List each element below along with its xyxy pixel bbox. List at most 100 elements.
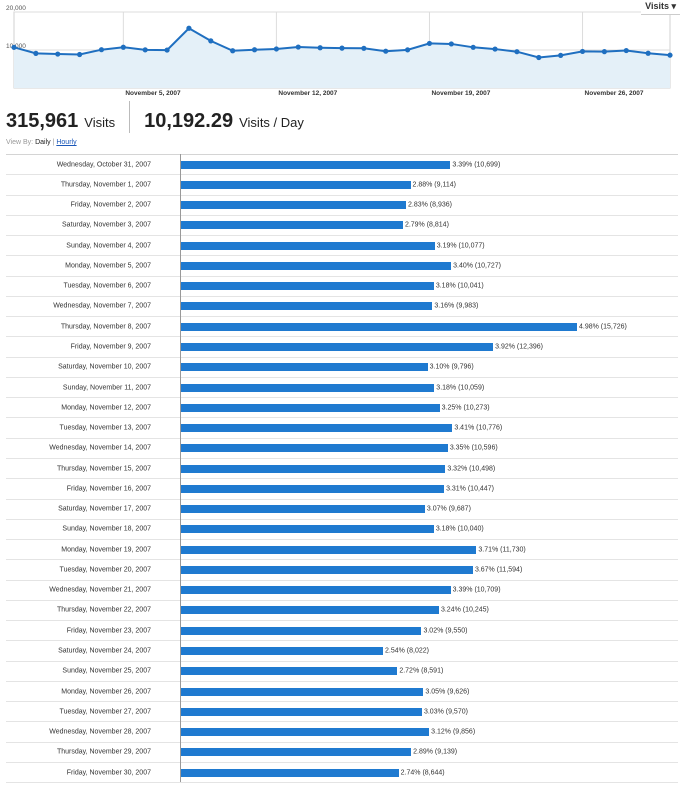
area-fill	[14, 28, 670, 88]
summary-divider	[129, 101, 131, 133]
data-point	[645, 50, 651, 56]
view-by-label: View By:	[6, 139, 34, 146]
data-point	[579, 48, 586, 55]
bar-value-label: 3.12% (9,856)	[431, 728, 476, 736]
table-row: Thursday, November 1, 2007 2.88% (9,114)	[6, 175, 678, 196]
view-by-hourly-link[interactable]: Hourly	[56, 139, 77, 146]
row-date-label: Sunday, November 25, 2007	[62, 667, 151, 675]
data-point	[361, 45, 367, 51]
data-point	[273, 46, 279, 52]
bar-value-label: 2.89% (9,139)	[413, 748, 458, 756]
data-point	[514, 49, 520, 55]
metric-dropdown[interactable]: Visits ▾	[641, 0, 680, 15]
bar-axis-line	[180, 154, 181, 782]
visits-bar	[181, 403, 440, 412]
data-point	[339, 45, 345, 51]
table-row: Wednesday, November 7, 2007 3.16% (9,983)	[6, 297, 678, 318]
bar-value-label: 3.71% (11,730)	[478, 546, 526, 554]
bar-value-label: 3.31% (10,447)	[446, 485, 494, 493]
row-date-label: Friday, November 23, 2007	[66, 627, 151, 635]
x-tick-label: November 26, 2007	[585, 90, 644, 97]
bar-value-label: 3.16% (9,983)	[434, 302, 479, 310]
row-date-label: Thursday, November 1, 2007	[60, 181, 151, 189]
x-tick-label: November 19, 2007	[431, 90, 490, 97]
visits-bar	[181, 424, 453, 433]
x-tick-label: November 5, 2007	[125, 90, 181, 97]
row-date-label: Saturday, November 10, 2007	[58, 363, 151, 371]
visits-bar	[181, 201, 407, 210]
visits-bar	[181, 302, 433, 311]
bar-value-label: 2.72% (8,591)	[399, 667, 444, 675]
bar-value-label: 3.07% (9,687)	[426, 505, 471, 513]
visits-bar	[181, 565, 473, 574]
table-row: Saturday, November 24, 2007 2.54% (8,022)	[6, 641, 678, 662]
visits-bar	[181, 343, 494, 352]
table-row: Tuesday, November 13, 2007 3.41% (10,776)	[6, 418, 678, 439]
data-point	[492, 46, 498, 52]
visits-bar	[181, 383, 435, 392]
data-point	[142, 47, 148, 53]
data-point	[558, 52, 564, 58]
visits-per-day-value: 10,192.29	[144, 110, 234, 132]
row-date-label: Tuesday, November 27, 2007	[59, 708, 151, 716]
row-date-label: Wednesday, November 21, 2007	[49, 586, 151, 594]
data-point	[33, 50, 39, 56]
data-point	[448, 41, 454, 47]
table-row: Wednesday, October 31, 2007 3.39% (10,699…	[6, 155, 678, 176]
row-date-label: Wednesday, October 31, 2007	[56, 161, 151, 169]
row-date-label: Sunday, November 18, 2007	[62, 525, 151, 533]
visits-bar	[181, 586, 451, 595]
row-date-label: Saturday, November 24, 2007	[58, 647, 151, 655]
table-row: Saturday, November 17, 2007 3.07% (9,687)	[6, 500, 678, 520]
bar-value-label: 3.39% (10,709)	[452, 586, 501, 594]
visits-per-day-block: 10,192.29 Visits / Day	[144, 110, 304, 133]
visits-bar	[181, 606, 439, 615]
data-point	[120, 44, 126, 50]
visits-bar	[181, 525, 434, 534]
y-tick-label: 20,000	[6, 5, 26, 12]
row-date-label: Saturday, November 3, 2007	[62, 221, 151, 229]
data-point	[186, 25, 192, 31]
data-point	[536, 54, 542, 61]
visits-bar	[181, 180, 411, 189]
visits-bar	[181, 667, 398, 676]
view-by-daily[interactable]: Daily	[35, 139, 51, 146]
bar-value-label: 3.35% (10,596)	[449, 444, 498, 452]
data-point	[251, 47, 258, 53]
bar-value-label: 4.98% (15,726)	[579, 323, 627, 331]
row-date-label: Monday, November 5, 2007	[65, 262, 151, 270]
table-row: Wednesday, November 28, 2007 3.12% (9,856…	[6, 722, 678, 743]
visits-bar	[181, 748, 412, 757]
row-date-label: Friday, November 30, 2007	[66, 769, 151, 777]
row-date-label: Thursday, November 8, 2007	[60, 323, 151, 331]
table-row: Tuesday, November 6, 2007 3.18% (10,041)	[6, 277, 678, 297]
table-row: Monday, November 26, 2007 3.05% (9,626)	[6, 682, 678, 703]
bar-value-label: 3.03% (9,570)	[423, 708, 468, 716]
bar-value-label: 2.88% (9,114)	[412, 181, 456, 189]
data-point	[11, 44, 17, 50]
visits-bar	[181, 687, 424, 696]
visits-bar	[181, 626, 422, 635]
table-row: Thursday, November 29, 2007 2.89% (9,139)	[6, 743, 678, 763]
table-row: Sunday, November 11, 2007 3.18% (10,059)	[6, 378, 678, 399]
visits-bar	[181, 221, 403, 230]
table-row: Wednesday, November 14, 2007 3.35% (10,59…	[6, 439, 678, 459]
bar-value-label: 3.24% (10,245)	[440, 606, 489, 614]
visits-bar	[181, 728, 430, 737]
table-row: Monday, November 12, 2007 3.25% (10,273)	[6, 398, 678, 419]
row-date-label: Wednesday, November 14, 2007	[49, 444, 151, 452]
visits-bar	[181, 160, 451, 169]
table-row: Monday, November 5, 2007 3.40% (10,727)	[6, 256, 678, 277]
total-visits-value: 315,961	[6, 110, 79, 132]
data-point	[405, 47, 411, 53]
row-date-label: Tuesday, November 20, 2007	[59, 566, 151, 574]
data-point	[77, 51, 83, 58]
view-by: View By: Daily | Hourly	[6, 139, 77, 146]
data-point	[426, 40, 433, 47]
table-row: Friday, November 16, 2007 3.31% (10,447)	[6, 479, 678, 500]
row-date-label: Thursday, November 29, 2007	[56, 748, 151, 756]
row-date-label: Tuesday, November 6, 2007	[63, 282, 151, 290]
table-row: Monday, November 19, 2007 3.71% (11,730)	[6, 540, 678, 561]
bar-value-label: 3.39% (10,699)	[452, 161, 501, 169]
